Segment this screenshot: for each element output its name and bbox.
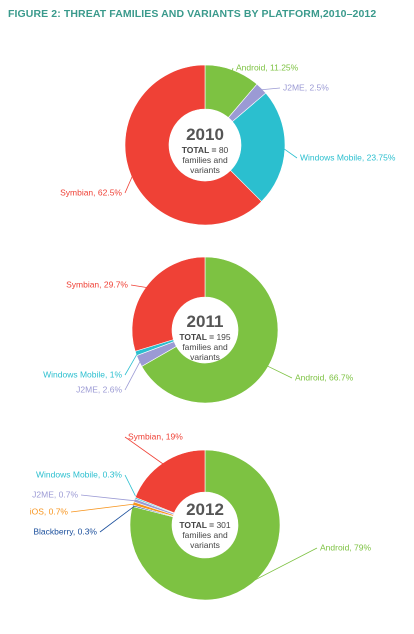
leader-line <box>124 352 139 376</box>
slice-label: J2ME, 0.7% <box>32 489 78 499</box>
year: 2012 <box>186 500 224 519</box>
leader-line <box>282 147 298 159</box>
total-value: 195 <box>216 332 231 342</box>
total-value: 301 <box>216 520 231 530</box>
donut-slice <box>124 64 262 226</box>
donut-slice <box>134 449 206 514</box>
donut-slice <box>141 256 279 404</box>
leader-line <box>70 503 136 513</box>
total-label: TOTAL = <box>181 145 217 155</box>
leader-line <box>266 365 293 379</box>
donut-slice <box>129 449 281 601</box>
figure-title: FIGURE 2: THREAT FAMILIES AND VARIANTS B… <box>8 8 377 20</box>
slice-label: Symbian, 29.7% <box>66 279 128 289</box>
year: 2010 <box>186 125 224 144</box>
year: 2011 <box>186 312 224 331</box>
total-label: TOTAL = <box>179 520 215 530</box>
slice-label: Android, 66.7% <box>295 372 354 382</box>
caption: families and variants <box>182 155 228 175</box>
total-value: 80 <box>218 145 229 155</box>
leader-line <box>130 284 149 289</box>
center-label: 2012 TOTAL = 301 families and variants <box>167 500 243 550</box>
leader-line <box>260 87 281 91</box>
center-label: 2011 TOTAL = 195 families and variants <box>167 312 243 362</box>
leader-line <box>80 494 137 502</box>
leader-line <box>124 474 138 499</box>
center-label: 2010 TOTAL = 80 families and variants <box>167 125 243 175</box>
total-label: TOTAL = <box>179 332 215 342</box>
slice-label: J2ME, 2.6% <box>76 384 122 394</box>
total-line: TOTAL = 195 <box>167 332 243 342</box>
leader-line <box>124 436 165 465</box>
slice-label: Windows Mobile, 23.75% <box>300 152 396 162</box>
total-line: TOTAL = 301 <box>167 520 243 530</box>
slice-label: Symbian, 62.5% <box>60 187 122 197</box>
leader-line <box>124 360 142 391</box>
slice-label: J2ME, 2.5% <box>283 82 329 92</box>
leader-line <box>124 174 134 194</box>
slice-label: iOS, 0.7% <box>30 506 69 516</box>
slice-label: Blackberry, 0.3% <box>33 526 97 536</box>
slice-label: Android, 11.25% <box>236 62 299 72</box>
slice-label: Android, 79% <box>320 542 371 552</box>
donut-slice <box>131 256 206 352</box>
donut-slice <box>230 92 286 202</box>
leader-line <box>249 547 318 584</box>
slice-label: Symbian, 19% <box>128 431 183 441</box>
caption: families and variants <box>182 530 228 550</box>
total-line: TOTAL = 80 <box>167 145 243 155</box>
caption: families and variants <box>182 342 228 362</box>
leader-line <box>231 67 234 72</box>
leader-line <box>99 505 135 533</box>
slice-label: Windows Mobile, 0.3% <box>36 469 122 479</box>
slice-label: Windows Mobile, 1% <box>43 369 122 379</box>
